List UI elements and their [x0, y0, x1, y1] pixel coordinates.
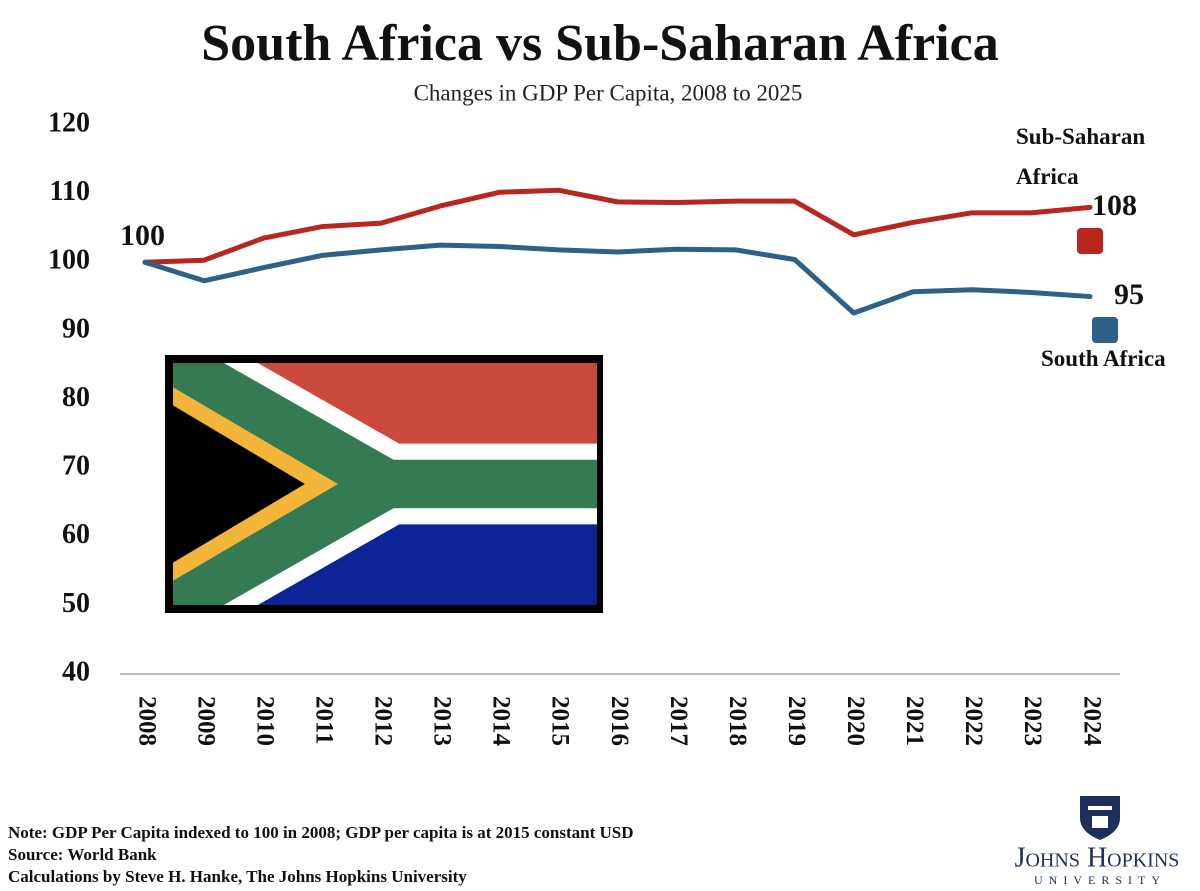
note: Calculations by Steve H. Hanke, The John…: [8, 867, 467, 886]
x-tick-label: 2022: [960, 696, 987, 746]
x-tick-label: 2012: [370, 696, 397, 746]
x-tick-label: 2013: [429, 696, 456, 746]
x-tick-label: 2020: [842, 696, 869, 746]
logo: Johns Hopkins UNIVERSITY: [1015, 796, 1180, 887]
x-tick-label: 2021: [901, 696, 928, 746]
y-tick-label: 100: [48, 245, 90, 276]
flag: [173, 363, 597, 605]
x-tick-label: 2008: [133, 696, 160, 746]
y-tick-label: 50: [62, 588, 90, 619]
y-tick-label: 60: [62, 519, 90, 550]
y-tick-label: 70: [62, 451, 90, 482]
legend-swatch: [1092, 317, 1118, 343]
series-line: [142, 187, 1093, 265]
x-tick-label: 2016: [606, 696, 633, 746]
note: Note: GDP Per Capita indexed to 100 in 2…: [8, 823, 634, 842]
y-tick-label: 40: [62, 656, 90, 687]
note: Source: World Bank: [8, 845, 157, 864]
x-tick-label: 2011: [310, 696, 337, 745]
x-tick-label: 2009: [192, 696, 219, 746]
x-tick-label: 2017: [665, 696, 692, 746]
x-tick-label: 2015: [547, 696, 574, 746]
y-tick-label: 110: [50, 176, 90, 207]
x-tick-label: 2018: [724, 696, 751, 746]
x-tick-label: 2010: [251, 696, 278, 746]
data-label: 95: [1114, 278, 1144, 311]
chart-title: South Africa vs Sub-Saharan Africa: [201, 15, 998, 72]
x-tick-label: 2023: [1019, 696, 1046, 746]
logo-name: Johns Hopkins: [1015, 842, 1180, 873]
x-tick-label: 2019: [783, 696, 810, 746]
y-tick-label: 80: [62, 382, 90, 413]
data-label: 100: [120, 219, 165, 252]
chart-subtitle: Changes in GDP Per Capita, 2008 to 2025: [414, 80, 803, 105]
data-label: 108: [1092, 189, 1137, 222]
x-tick-label: 2014: [488, 696, 515, 747]
y-tick-label: 90: [62, 313, 90, 344]
series-line: [142, 242, 1093, 316]
legend-swatch: [1077, 228, 1103, 254]
x-tick-label: 2024: [1078, 696, 1105, 747]
legend-label: Sub-Saharan Africa: [1016, 124, 1146, 189]
y-tick-label: 120: [48, 107, 90, 138]
logo-sub: UNIVERSITY: [1034, 873, 1166, 887]
legend-label: South Africa: [1041, 346, 1166, 371]
